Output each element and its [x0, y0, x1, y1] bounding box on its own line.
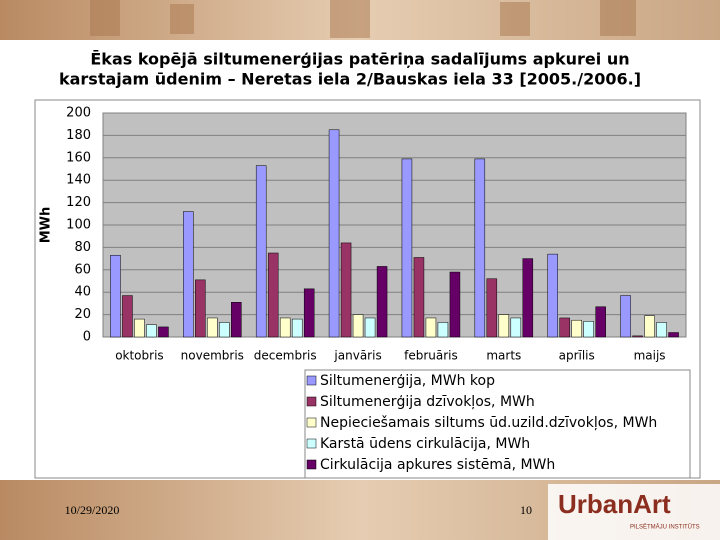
date: 10/29/2020 [65, 503, 120, 517]
bar [656, 322, 667, 338]
y-axis-label: MWh [39, 207, 54, 244]
bar [510, 317, 522, 338]
bar [559, 317, 570, 338]
y-tick-label: 100 [66, 218, 91, 233]
y-tick-label: 80 [74, 240, 91, 255]
page-number: 10 [520, 503, 532, 517]
y-tick-label: 160 [66, 150, 91, 165]
bar [183, 211, 194, 338]
bar [522, 258, 534, 338]
legend-label: Karstā ūdens cirkulācija, MWh [320, 436, 530, 452]
y-tick-label: 0 [83, 330, 91, 345]
y-tick-label: 120 [66, 195, 91, 210]
legend-label: Cirkulācija apkures sistēmā, MWh [320, 457, 555, 473]
title-line: Ēkas kopējā siltumenerģijas patēriņa sad… [90, 49, 629, 69]
y-tick-label: 180 [66, 128, 91, 143]
bar [376, 266, 388, 338]
x-tick-label: aprīlis [559, 349, 595, 363]
logo: UrbanArt [558, 489, 671, 519]
bar [134, 318, 145, 338]
bar [328, 129, 340, 338]
bar [303, 288, 315, 338]
legend [304, 369, 691, 479]
x-tick-label: novembris [181, 349, 244, 363]
logo-sub: PILSĒTMĀJU INSTITŪTS [630, 524, 700, 531]
x-tick-label: maijs [634, 349, 666, 363]
bar [668, 332, 679, 338]
legend-label: Siltumenerģija dzīvokļos, MWh [320, 394, 535, 410]
bar [340, 242, 352, 338]
bar [231, 302, 242, 338]
bar [279, 317, 291, 338]
bar [595, 306, 606, 338]
bar [449, 271, 461, 338]
legend-label: Nepieciešamais siltums ūd.uzild.dzīvokļo… [320, 415, 657, 431]
bar [413, 257, 425, 338]
x-tick-label: oktobris [115, 349, 163, 363]
bar [267, 252, 279, 338]
bar [158, 326, 169, 338]
legend-swatch [306, 375, 317, 386]
bar [547, 253, 558, 338]
legend-swatch [306, 438, 317, 449]
legend-swatch [306, 396, 317, 407]
bar [122, 295, 133, 338]
bar [486, 278, 498, 338]
y-tick-label: 20 [74, 307, 91, 322]
y-tick-label: 60 [74, 262, 91, 277]
bar [146, 324, 157, 338]
bar [255, 165, 267, 338]
bar [195, 279, 206, 338]
bar [401, 158, 413, 338]
bar [583, 321, 594, 338]
bar [498, 314, 510, 338]
y-tick-label: 40 [74, 285, 91, 300]
bar [437, 322, 449, 338]
bar [219, 322, 230, 338]
legend-label: Siltumenerģija, MWh kop [320, 373, 495, 389]
x-tick-label: decembris [254, 349, 317, 363]
x-tick-label: februāris [404, 349, 458, 363]
legend-swatch [306, 417, 317, 428]
y-tick-label: 140 [66, 173, 91, 188]
bar [571, 319, 582, 338]
bar [207, 317, 218, 338]
bar [474, 158, 486, 338]
x-tick-label: janvāris [333, 349, 381, 363]
bar [644, 315, 655, 338]
bar [632, 335, 643, 338]
bar [352, 314, 364, 338]
bar [620, 295, 631, 338]
title-line: karstajam ūdenim – Neretas iela 2/Bauska… [59, 70, 641, 89]
legend-swatch [306, 459, 317, 470]
bar [425, 317, 437, 338]
y-tick-label: 200 [66, 106, 91, 121]
bar [110, 254, 121, 338]
banner-windows [90, 0, 636, 38]
logo-bg [548, 484, 720, 540]
x-tick-label: marts [486, 349, 521, 363]
bar [291, 318, 303, 338]
bar [364, 317, 376, 338]
